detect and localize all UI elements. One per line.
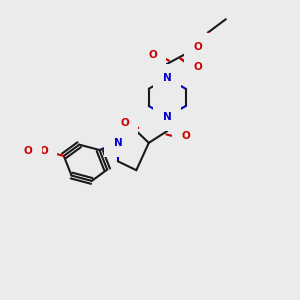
- Text: N: N: [163, 73, 172, 83]
- Text: O: O: [148, 50, 157, 61]
- Text: O: O: [193, 43, 202, 52]
- Text: O: O: [24, 146, 32, 156]
- Text: O: O: [193, 62, 202, 72]
- Text: O: O: [39, 146, 48, 156]
- Text: O: O: [181, 131, 190, 141]
- Text: N: N: [163, 112, 172, 122]
- Text: O: O: [120, 118, 129, 128]
- Text: N: N: [113, 138, 122, 148]
